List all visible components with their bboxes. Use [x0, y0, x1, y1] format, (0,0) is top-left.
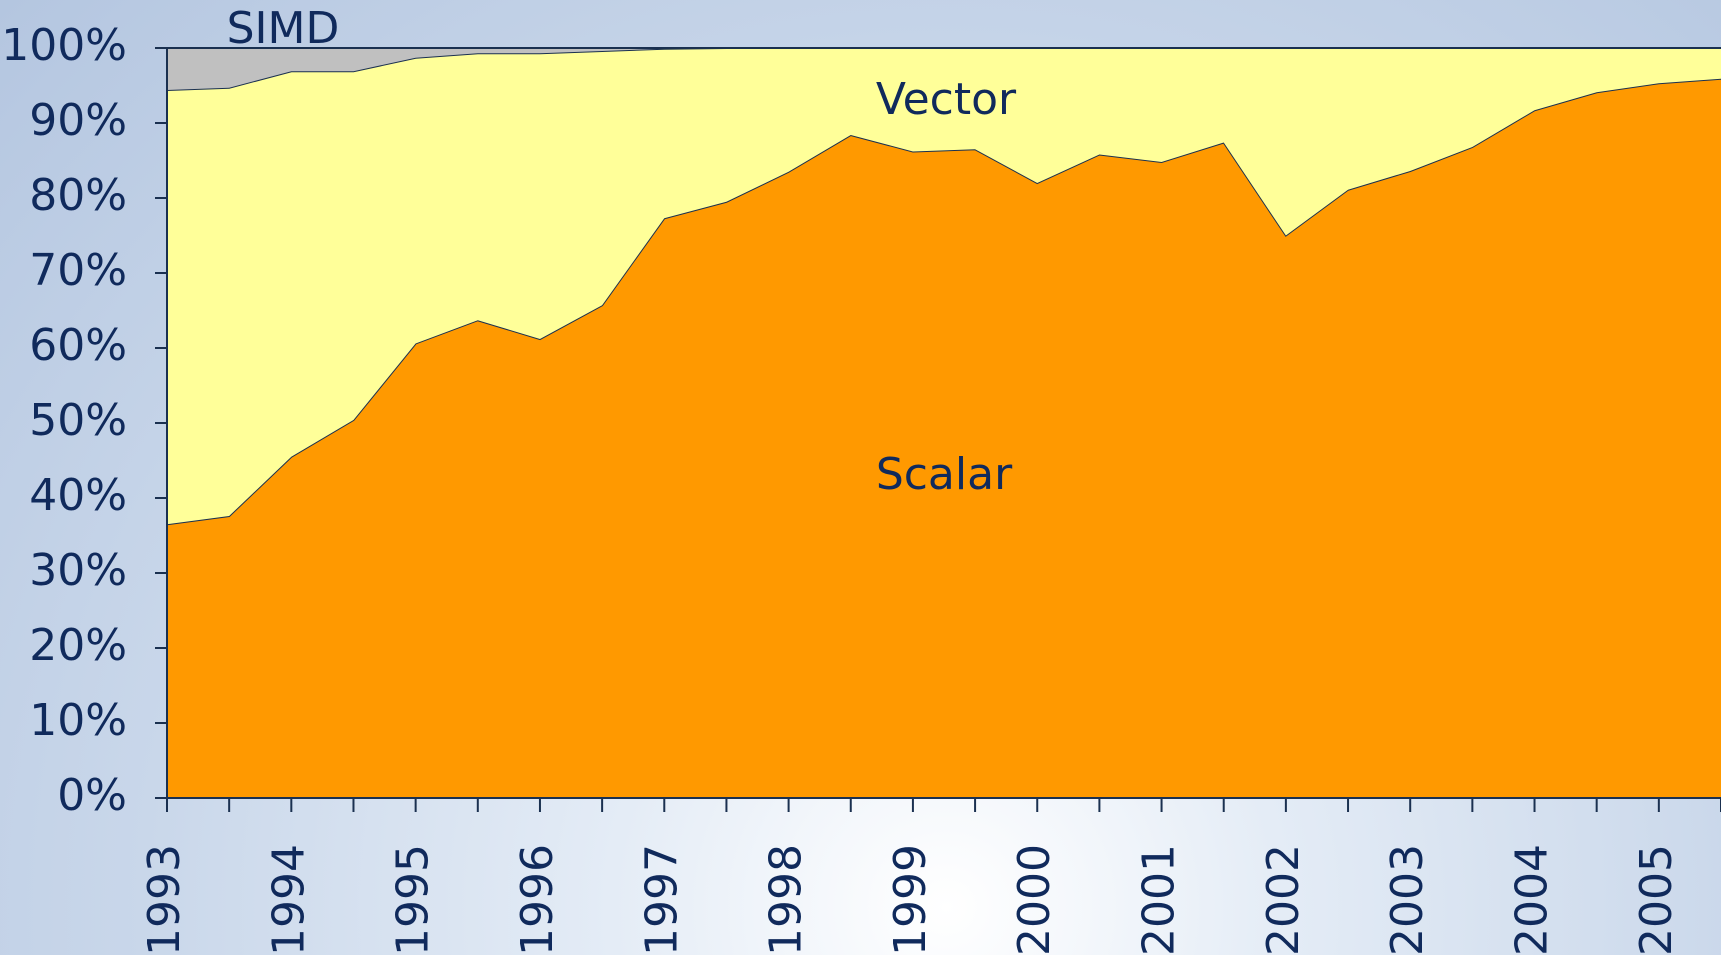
- y-tick-label: 30%: [29, 545, 127, 596]
- x-tick-label: 1995: [388, 844, 439, 955]
- area-fill: [167, 78, 1721, 798]
- y-tick-label: 90%: [29, 95, 127, 146]
- y-tick-label: 0%: [57, 770, 127, 821]
- x-tick-label: 1994: [263, 844, 314, 955]
- x-tick-label: 1997: [636, 844, 687, 955]
- x-tick-label: 2005: [1631, 844, 1682, 955]
- area-fill: [167, 48, 1721, 525]
- y-tick-label: 10%: [29, 695, 127, 746]
- y-tick-label: 40%: [29, 470, 127, 521]
- x-tick-label: 1998: [761, 844, 812, 955]
- x-tick-label: 1999: [885, 844, 936, 955]
- y-tick-label: 100%: [1, 20, 127, 71]
- x-tick-label: 2003: [1382, 844, 1433, 955]
- area-fill: [167, 48, 1721, 90]
- series-label: SIMD: [227, 3, 340, 54]
- y-tick-label: 80%: [29, 170, 127, 221]
- x-tick-label: 2002: [1258, 844, 1309, 955]
- x-tick-label: 1996: [512, 844, 563, 955]
- x-tick-label: 2001: [1134, 844, 1185, 955]
- series-label: Scalar: [876, 449, 1013, 500]
- y-tick-label: 50%: [29, 395, 127, 446]
- y-tick-label: 20%: [29, 620, 127, 671]
- y-tick-label: 70%: [29, 245, 127, 296]
- x-tick-label: 1993: [139, 844, 190, 955]
- series-label: Vector: [876, 74, 1017, 125]
- x-tick-label: 2004: [1507, 844, 1558, 955]
- x-tick-label: 2000: [1009, 844, 1060, 955]
- y-tick-label: 60%: [29, 320, 127, 371]
